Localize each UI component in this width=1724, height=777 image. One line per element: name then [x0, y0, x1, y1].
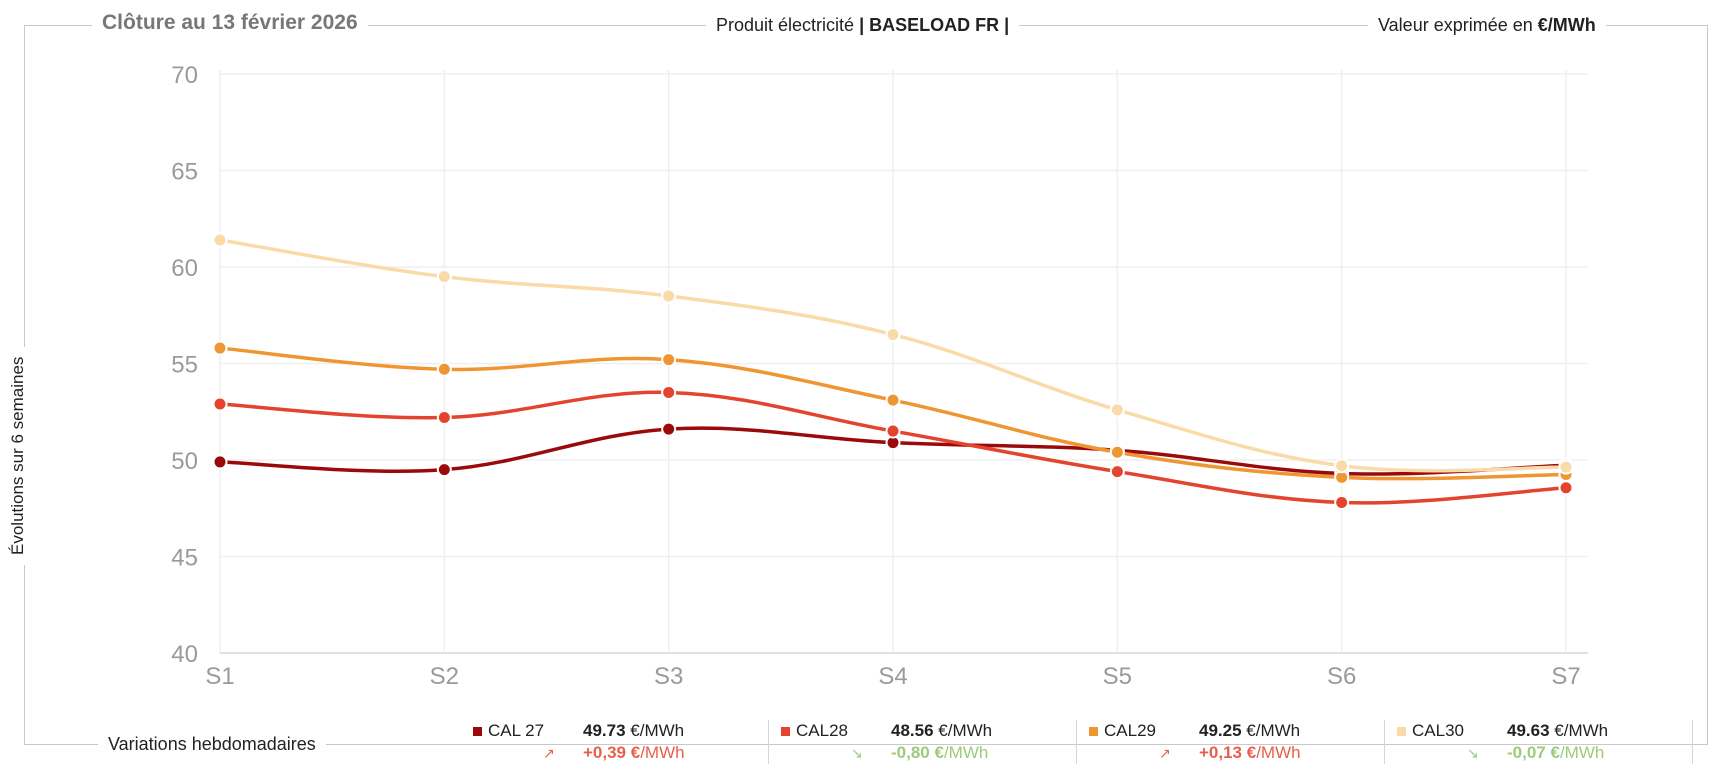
- x-tick-label: S3: [654, 663, 683, 690]
- frame-bottom-line: [24, 744, 1708, 745]
- data-point-cal28-s3: [661, 384, 677, 400]
- data-point-cal28-s2: [436, 410, 452, 426]
- x-tick-label: S2: [430, 663, 459, 690]
- chart-series: [212, 232, 1574, 510]
- data-point-cal30-s6: [1334, 458, 1350, 474]
- legend-swatch: [781, 727, 790, 736]
- legend-swatch: [1089, 727, 1098, 736]
- y-tick-label: 40: [171, 641, 198, 668]
- data-point-cal29-s2: [436, 361, 452, 377]
- data-point-cal30-s7: [1558, 459, 1574, 475]
- legend-value: 48.56 €/MWh: [891, 721, 993, 740]
- y-tick-label: 60: [171, 255, 198, 282]
- data-point-cal28-s1: [212, 396, 228, 412]
- legend-variation: -0,07 €/MWh: [1507, 743, 1605, 762]
- data-point-cal28-s6: [1334, 494, 1350, 510]
- y-tick-label: 50: [171, 448, 198, 475]
- variation-item-cal27: CAL 27 49.73 €/MWh ↗ +0,39 €/MWh: [473, 717, 773, 767]
- data-point-cal27-s3: [661, 421, 677, 437]
- data-point-cal29-s5: [1109, 444, 1125, 460]
- x-tick-label: S5: [1103, 663, 1132, 690]
- unit-label: Valeur exprimée en €/MWh: [1368, 15, 1606, 36]
- legend-swatch: [1397, 727, 1406, 736]
- legend-name: CAL28: [796, 721, 848, 740]
- line-chart: 40 45 50 55 60 65 70 S1 S2 S3 S4 S5 S6 S7: [171, 62, 1588, 690]
- data-point-cal27-s1: [212, 454, 228, 470]
- legend-name: CAL29: [1104, 721, 1156, 740]
- legend-separator: [1692, 720, 1693, 764]
- x-tick-label: S4: [878, 663, 907, 690]
- y-tick-label: 70: [171, 62, 198, 89]
- trend-down-icon: ↘: [1467, 745, 1479, 761]
- x-tick-label: S6: [1327, 663, 1356, 690]
- legend-name: CAL30: [1412, 721, 1464, 740]
- legend-separator: [1384, 720, 1385, 764]
- variations-title: Variations hebdomadaires: [98, 734, 326, 755]
- data-point-cal29-s1: [212, 340, 228, 356]
- page-title: Clôture au 13 février 2026: [92, 11, 368, 35]
- trend-up-icon: ↗: [543, 745, 555, 761]
- trend-up-icon: ↗: [1159, 745, 1171, 761]
- product-name: | BASELOAD FR |: [859, 15, 1010, 35]
- legend-swatch: [473, 727, 482, 736]
- legend-value: 49.63 €/MWh: [1507, 721, 1609, 740]
- data-point-cal29-s4: [885, 392, 901, 408]
- legend-separator: [768, 720, 769, 764]
- product-label: Produit électricité | BASELOAD FR |: [706, 15, 1020, 36]
- data-point-cal30-s4: [885, 327, 901, 343]
- frame-right-line: [1707, 25, 1708, 745]
- product-prefix: Produit électricité: [716, 15, 855, 35]
- legend-variation: +0,39 €/MWh: [583, 743, 685, 762]
- data-point-cal30-s3: [661, 288, 677, 304]
- data-point-cal28-s5: [1109, 464, 1125, 480]
- variation-item-cal29: CAL29 49.25 €/MWh ↗ +0,13 €/MWh: [1089, 717, 1389, 767]
- y-tick-label: 45: [171, 545, 198, 572]
- variation-item-cal28: CAL28 48.56 €/MWh ↘ -0,80 €/MWh: [781, 717, 1081, 767]
- y-tick-label: 65: [171, 159, 198, 186]
- variation-item-cal30: CAL30 49.63 €/MWh ↘ -0,07 €/MWh: [1397, 717, 1697, 767]
- unit-value: €/MWh: [1537, 15, 1596, 35]
- data-point-cal27-s2: [436, 462, 452, 478]
- unit-prefix: Valeur exprimée en: [1378, 15, 1533, 35]
- trend-down-icon: ↘: [851, 745, 863, 761]
- y-tick-label: 55: [171, 352, 198, 379]
- legend-name: CAL 27: [488, 721, 545, 740]
- legend-value: 49.73 €/MWh: [583, 721, 685, 740]
- data-point-cal30-s1: [212, 232, 228, 248]
- legend-separator: [1076, 720, 1077, 764]
- data-point-cal29-s3: [661, 352, 677, 368]
- legend-variation: -0,80 €/MWh: [891, 743, 989, 762]
- data-point-cal30-s5: [1109, 402, 1125, 418]
- chart-tick-labels: 40 45 50 55 60 65 70 S1 S2 S3 S4 S5 S6 S7: [171, 62, 1580, 690]
- data-point-cal30-s2: [436, 269, 452, 285]
- legend-value: 49.25 €/MWh: [1199, 721, 1301, 740]
- x-tick-label: S1: [205, 663, 234, 690]
- legend-variation: +0,13 €/MWh: [1199, 743, 1301, 762]
- data-point-cal28-s7: [1558, 480, 1574, 496]
- x-tick-label: S7: [1551, 663, 1580, 690]
- data-point-cal28-s4: [885, 423, 901, 439]
- chart-grid: [219, 70, 1588, 654]
